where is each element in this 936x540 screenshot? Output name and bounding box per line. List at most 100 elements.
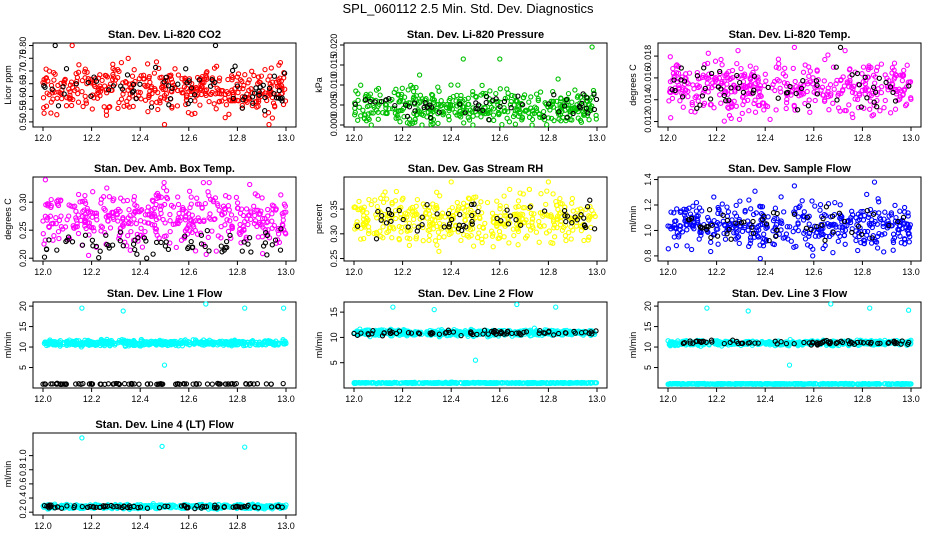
data-point [453, 98, 459, 104]
outlier-point [161, 121, 168, 128]
data-point [41, 110, 47, 116]
data-point [251, 72, 257, 79]
data-point [755, 74, 761, 80]
data-point [501, 193, 507, 199]
data-point [901, 67, 907, 74]
data-point [874, 64, 880, 70]
data-point [711, 105, 717, 111]
data-point [48, 110, 54, 116]
data-point [809, 198, 815, 204]
data-point [511, 93, 518, 99]
data-point [758, 93, 764, 99]
data-point [584, 95, 590, 101]
x-tick-label: 12.4 [442, 267, 460, 277]
data-point [581, 237, 587, 244]
data-point [591, 106, 598, 113]
outlier-point [200, 179, 207, 186]
data-point [694, 69, 700, 76]
data-point [156, 215, 162, 221]
data-point [82, 192, 88, 199]
data-point [232, 63, 238, 69]
x-tick-label: 12.8 [229, 267, 247, 277]
data-point [900, 73, 907, 79]
data-point [40, 95, 47, 101]
data-point [386, 96, 392, 102]
data-point [544, 188, 550, 194]
data-point [157, 97, 163, 104]
data-point [435, 110, 441, 117]
y-axis-label: ml/min [314, 332, 324, 359]
data-point [718, 56, 724, 63]
data-point [196, 217, 202, 224]
data-point [733, 202, 739, 209]
data-point [548, 115, 555, 122]
x-tick-label: 12.4 [131, 267, 149, 277]
data-point [721, 118, 727, 124]
data-point [799, 198, 805, 204]
data-point [666, 98, 672, 104]
data-point [392, 102, 398, 109]
data-point [761, 107, 767, 113]
data-point [163, 188, 170, 194]
data-point [50, 87, 57, 94]
x-tick-label: 12.0 [659, 394, 677, 404]
data-point [54, 247, 60, 253]
data-point [810, 253, 816, 259]
data-point [63, 66, 70, 72]
data-point [377, 92, 383, 98]
data-point [422, 100, 428, 106]
data-point [165, 246, 172, 253]
data-point [853, 237, 859, 244]
data-point [773, 107, 779, 113]
data-point [585, 110, 591, 116]
data-point [900, 92, 906, 98]
data-point [97, 88, 104, 94]
data-points [40, 301, 289, 388]
y-tick-label: 20 [643, 301, 653, 311]
data-point [202, 200, 208, 207]
data-point [246, 77, 252, 83]
data-point [62, 76, 68, 83]
data-point [556, 109, 562, 115]
data-point [783, 90, 790, 96]
data-point [169, 105, 175, 111]
data-point [733, 103, 739, 109]
data-point [99, 224, 106, 230]
data-point [366, 196, 372, 203]
data-point [783, 105, 789, 112]
outlier-point [79, 305, 85, 311]
data-point [246, 87, 252, 94]
data-point [882, 209, 888, 215]
data-point [807, 109, 813, 115]
data-point [43, 75, 50, 81]
data-point [563, 96, 570, 103]
x-tick-label: 12.4 [442, 133, 460, 143]
data-point [538, 191, 544, 197]
data-point [727, 76, 733, 83]
data-point [473, 94, 479, 100]
x-tick-label: 12.6 [491, 394, 509, 404]
data-point [679, 94, 686, 100]
data-point [166, 102, 172, 108]
data-point [279, 98, 285, 104]
data-point [859, 71, 865, 77]
data-point [761, 100, 767, 106]
data-point [683, 71, 689, 77]
data-points [665, 301, 914, 388]
data-point [248, 249, 254, 255]
data-point [475, 106, 481, 112]
data-point [497, 206, 503, 212]
data-point [75, 230, 82, 237]
data-point [82, 69, 88, 75]
data-point [473, 100, 479, 106]
data-point [175, 81, 181, 87]
data-point [882, 97, 888, 104]
data-point [203, 87, 210, 93]
data-points [665, 179, 913, 262]
data-point [672, 87, 678, 94]
data-point [70, 96, 76, 103]
x-tick-label: 12.2 [708, 133, 726, 143]
data-point [434, 242, 440, 248]
data-point [504, 115, 510, 121]
data-point [42, 84, 48, 90]
